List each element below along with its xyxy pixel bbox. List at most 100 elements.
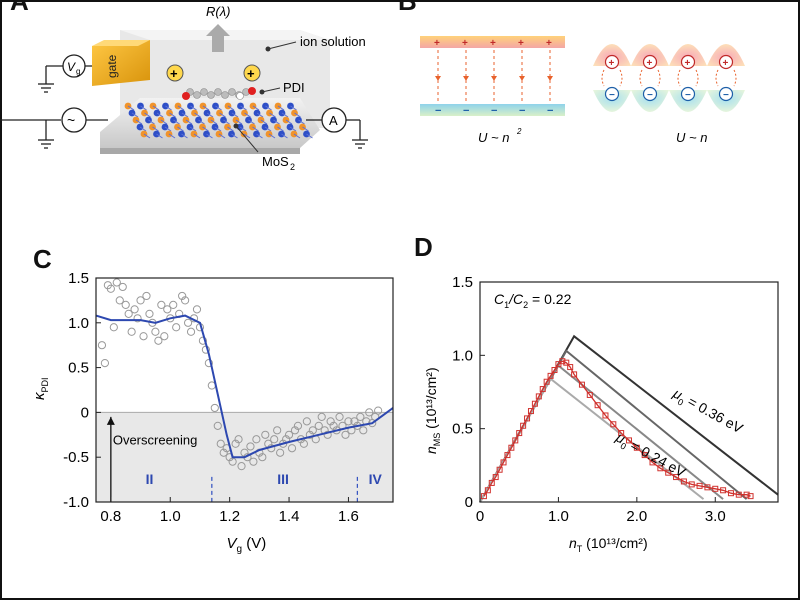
pdi-atom [200, 88, 208, 96]
lattice-bond [140, 105, 147, 111]
field-arrow-icon [519, 76, 525, 81]
lattice-bond [231, 112, 239, 118]
lattice-bond [173, 119, 180, 125]
experimental-point [524, 415, 531, 422]
plot-frame [479, 281, 779, 503]
field-arrow-icon [491, 76, 497, 81]
x-axis-label: Vg (V) [227, 535, 267, 555]
lattice-bond [231, 133, 238, 139]
experimental-point [535, 393, 542, 400]
experimental-point [484, 487, 491, 494]
experimental-point [559, 358, 566, 365]
lattice-bond [135, 119, 143, 125]
scatter-point [305, 430, 314, 439]
lattice-bond [156, 112, 164, 118]
scatter-point [365, 408, 374, 417]
plus-charge: + [462, 38, 468, 49]
minus-charge-icon [604, 86, 620, 102]
minus-charge-icon [642, 86, 658, 102]
ground-icon-2 [38, 139, 54, 149]
panel-label-b: B [398, 0, 417, 16]
up-arrow-icon [206, 24, 230, 52]
lattice-bond [302, 126, 309, 132]
scatter-point [133, 314, 142, 323]
field-line [601, 69, 605, 87]
experimental-point [641, 452, 648, 459]
experimental-point [618, 430, 625, 437]
lattice-bond [235, 119, 243, 125]
panel-label-d: D [414, 232, 433, 262]
scatter-point [284, 430, 294, 439]
field-line [657, 69, 661, 87]
scatter-point [124, 309, 133, 318]
scatter-point [106, 284, 115, 293]
pdi-atom [228, 88, 236, 96]
lattice-bond [181, 133, 188, 139]
pdi-label: PDI [283, 80, 305, 95]
experimental-point [586, 391, 593, 398]
lattice-bond [265, 105, 272, 111]
lattice-bond [214, 126, 222, 132]
y-tick-label: 1.0 [68, 315, 89, 332]
scatter-point [216, 439, 225, 448]
scatter-point [326, 417, 335, 426]
pdi-oxygen [248, 87, 256, 95]
minus-sign: − [685, 90, 691, 101]
scatter-point [112, 278, 121, 287]
scatter-point [154, 336, 163, 345]
response-label: R(λ) [206, 4, 230, 19]
scatter-point [249, 457, 258, 466]
scatter-point [160, 332, 169, 341]
scatter-point [169, 300, 178, 309]
vg-label: V [67, 60, 76, 74]
fit-line [95, 314, 394, 459]
region-label: IV [369, 471, 383, 487]
lattice-bond [306, 133, 313, 139]
region-label: II [146, 471, 154, 487]
lattice-bond [169, 112, 176, 118]
y-tick-label: 0.5 [68, 360, 89, 377]
plus-charge: + [518, 38, 524, 49]
screening-schematic: + − + − + − + − + − U ~ n 2 + − + − + − + − U ~ n [420, 36, 745, 145]
scatter-point [234, 435, 243, 444]
minus-charge-icon [718, 86, 734, 102]
scatter-point [287, 444, 297, 453]
experimental-point [567, 364, 574, 371]
plus-sign: + [647, 58, 653, 69]
experimental-point [504, 452, 511, 459]
lattice-bond [206, 133, 213, 139]
lattice-bond [148, 119, 155, 125]
lattice-bond [285, 119, 293, 125]
lattice-bond [294, 112, 301, 118]
scatter-point [109, 323, 118, 332]
minus-charge: − [491, 105, 497, 117]
lattice-bond [273, 119, 280, 125]
scatter-point [374, 406, 383, 415]
lattice-bond [139, 126, 147, 132]
formula-left: U ~ n [478, 130, 509, 145]
vg-sub-label: g [76, 67, 80, 76]
field-arrow-icon [547, 76, 553, 81]
scatter-point [163, 305, 172, 314]
lattice-bond [252, 105, 260, 111]
lattice-bond [227, 105, 235, 111]
lattice-bond [144, 112, 151, 118]
plus-sign: + [609, 58, 615, 69]
experimental-point [539, 386, 546, 393]
lattice-bond [165, 105, 172, 111]
experimental-point [602, 412, 609, 419]
field-arrow-icon [435, 76, 441, 81]
scatter-point [335, 412, 344, 421]
y-axis-label: nMS (10¹³/cm²) [423, 367, 442, 454]
lattice-bond [193, 133, 201, 139]
scatter-point [100, 359, 110, 368]
scatter-point [290, 426, 300, 435]
scatter-point [192, 305, 202, 314]
scatter-point [231, 439, 240, 448]
lattice-bond [293, 133, 301, 139]
scatter-point [276, 448, 285, 457]
plus-charge: + [434, 38, 440, 49]
scatter-point [151, 327, 160, 336]
lattice-bond [244, 112, 251, 118]
lattice-bond [202, 105, 210, 111]
